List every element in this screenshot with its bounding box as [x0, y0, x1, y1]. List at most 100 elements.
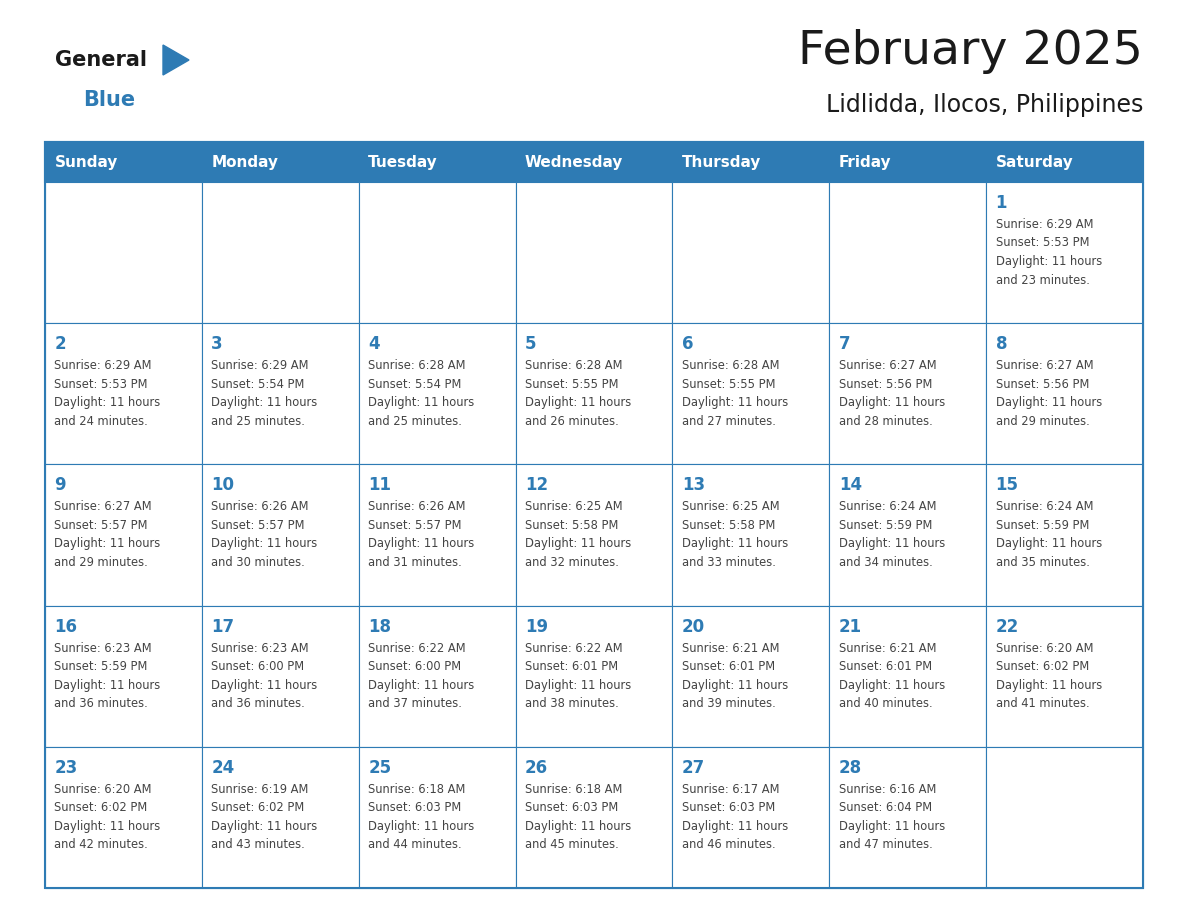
Text: Sunrise: 6:20 AM: Sunrise: 6:20 AM — [55, 783, 152, 796]
Text: Sunset: 5:58 PM: Sunset: 5:58 PM — [682, 519, 776, 532]
Text: and 32 minutes.: and 32 minutes. — [525, 556, 619, 569]
Polygon shape — [163, 45, 189, 75]
Bar — [202, 747, 359, 888]
Text: and 44 minutes.: and 44 minutes. — [368, 838, 462, 851]
Text: 24: 24 — [211, 759, 234, 777]
Text: Sunset: 5:58 PM: Sunset: 5:58 PM — [525, 519, 619, 532]
Text: 28: 28 — [839, 759, 861, 777]
Bar — [986, 465, 1143, 606]
Text: Daylight: 11 hours: Daylight: 11 hours — [682, 397, 788, 409]
Text: Tuesday: Tuesday — [368, 154, 438, 170]
Bar — [202, 606, 359, 747]
Bar — [516, 323, 672, 465]
Text: Sunset: 5:56 PM: Sunset: 5:56 PM — [996, 377, 1089, 391]
Text: 10: 10 — [211, 476, 234, 495]
Text: Daylight: 11 hours: Daylight: 11 hours — [839, 537, 944, 551]
Bar — [516, 142, 672, 182]
Bar — [359, 747, 516, 888]
Text: and 39 minutes.: and 39 minutes. — [682, 697, 776, 711]
Text: Sunset: 5:55 PM: Sunset: 5:55 PM — [682, 377, 776, 391]
Text: Sunset: 6:01 PM: Sunset: 6:01 PM — [682, 660, 775, 673]
Bar — [202, 323, 359, 465]
Text: and 36 minutes.: and 36 minutes. — [55, 697, 148, 711]
Text: Sunset: 6:00 PM: Sunset: 6:00 PM — [368, 660, 461, 673]
Text: 21: 21 — [839, 618, 861, 635]
Bar — [359, 182, 516, 323]
Bar — [359, 142, 516, 182]
Bar — [516, 606, 672, 747]
Text: Daylight: 11 hours: Daylight: 11 hours — [996, 537, 1101, 551]
Text: Sunset: 5:56 PM: Sunset: 5:56 PM — [839, 377, 933, 391]
Text: Sunday: Sunday — [55, 154, 118, 170]
Text: Daylight: 11 hours: Daylight: 11 hours — [996, 397, 1101, 409]
Bar — [359, 323, 516, 465]
Bar — [829, 606, 986, 747]
Text: 20: 20 — [682, 618, 704, 635]
Bar — [45, 182, 202, 323]
Text: Sunset: 5:53 PM: Sunset: 5:53 PM — [996, 237, 1089, 250]
Text: 22: 22 — [996, 618, 1019, 635]
Text: and 29 minutes.: and 29 minutes. — [55, 556, 148, 569]
Text: Sunset: 5:53 PM: Sunset: 5:53 PM — [55, 377, 148, 391]
Bar — [516, 747, 672, 888]
Text: and 34 minutes.: and 34 minutes. — [839, 556, 933, 569]
Text: Sunrise: 6:16 AM: Sunrise: 6:16 AM — [839, 783, 936, 796]
Bar — [45, 323, 202, 465]
Text: Sunrise: 6:28 AM: Sunrise: 6:28 AM — [682, 359, 779, 372]
Text: 23: 23 — [55, 759, 77, 777]
Text: Sunset: 6:01 PM: Sunset: 6:01 PM — [525, 660, 618, 673]
Text: Sunrise: 6:27 AM: Sunrise: 6:27 AM — [839, 359, 936, 372]
Text: Daylight: 11 hours: Daylight: 11 hours — [682, 820, 788, 833]
Text: Sunrise: 6:28 AM: Sunrise: 6:28 AM — [525, 359, 623, 372]
Bar — [672, 142, 829, 182]
Text: and 41 minutes.: and 41 minutes. — [996, 697, 1089, 711]
Text: Daylight: 11 hours: Daylight: 11 hours — [996, 255, 1101, 268]
Text: and 36 minutes.: and 36 minutes. — [211, 697, 305, 711]
Text: 18: 18 — [368, 618, 391, 635]
Text: Sunrise: 6:22 AM: Sunrise: 6:22 AM — [368, 642, 466, 655]
Bar — [829, 323, 986, 465]
Text: Daylight: 11 hours: Daylight: 11 hours — [525, 820, 631, 833]
Text: Sunset: 5:54 PM: Sunset: 5:54 PM — [211, 377, 304, 391]
Text: 17: 17 — [211, 618, 234, 635]
Text: Sunrise: 6:29 AM: Sunrise: 6:29 AM — [211, 359, 309, 372]
Bar — [672, 465, 829, 606]
Text: Sunset: 6:01 PM: Sunset: 6:01 PM — [839, 660, 931, 673]
Text: Sunrise: 6:27 AM: Sunrise: 6:27 AM — [996, 359, 1093, 372]
Text: 11: 11 — [368, 476, 391, 495]
Bar — [45, 465, 202, 606]
Text: Daylight: 11 hours: Daylight: 11 hours — [525, 537, 631, 551]
Bar — [359, 606, 516, 747]
Text: Daylight: 11 hours: Daylight: 11 hours — [211, 820, 317, 833]
Text: Sunset: 6:02 PM: Sunset: 6:02 PM — [996, 660, 1089, 673]
Bar — [45, 142, 202, 182]
Text: Sunset: 6:04 PM: Sunset: 6:04 PM — [839, 801, 931, 814]
Text: February 2025: February 2025 — [798, 29, 1143, 74]
Text: Sunrise: 6:25 AM: Sunrise: 6:25 AM — [682, 500, 779, 513]
Text: Sunset: 5:57 PM: Sunset: 5:57 PM — [55, 519, 148, 532]
Text: Sunset: 5:59 PM: Sunset: 5:59 PM — [55, 660, 147, 673]
Text: Sunset: 5:57 PM: Sunset: 5:57 PM — [368, 519, 462, 532]
Text: Sunset: 6:03 PM: Sunset: 6:03 PM — [682, 801, 775, 814]
Text: Daylight: 11 hours: Daylight: 11 hours — [211, 397, 317, 409]
Text: 13: 13 — [682, 476, 704, 495]
Text: and 24 minutes.: and 24 minutes. — [55, 415, 148, 428]
Text: Daylight: 11 hours: Daylight: 11 hours — [839, 397, 944, 409]
Text: and 47 minutes.: and 47 minutes. — [839, 838, 933, 851]
Bar — [829, 747, 986, 888]
Bar — [45, 747, 202, 888]
Text: General: General — [55, 50, 147, 70]
Text: Sunrise: 6:23 AM: Sunrise: 6:23 AM — [211, 642, 309, 655]
Text: Sunrise: 6:24 AM: Sunrise: 6:24 AM — [996, 500, 1093, 513]
Text: 1: 1 — [996, 194, 1007, 212]
Bar — [986, 606, 1143, 747]
Text: Daylight: 11 hours: Daylight: 11 hours — [682, 678, 788, 691]
Text: Sunset: 5:59 PM: Sunset: 5:59 PM — [996, 519, 1089, 532]
Text: Sunrise: 6:28 AM: Sunrise: 6:28 AM — [368, 359, 466, 372]
Bar — [45, 142, 1143, 888]
Text: 2: 2 — [55, 335, 67, 353]
Text: and 27 minutes.: and 27 minutes. — [682, 415, 776, 428]
Text: Daylight: 11 hours: Daylight: 11 hours — [996, 678, 1101, 691]
Text: 25: 25 — [368, 759, 391, 777]
Text: Daylight: 11 hours: Daylight: 11 hours — [211, 678, 317, 691]
